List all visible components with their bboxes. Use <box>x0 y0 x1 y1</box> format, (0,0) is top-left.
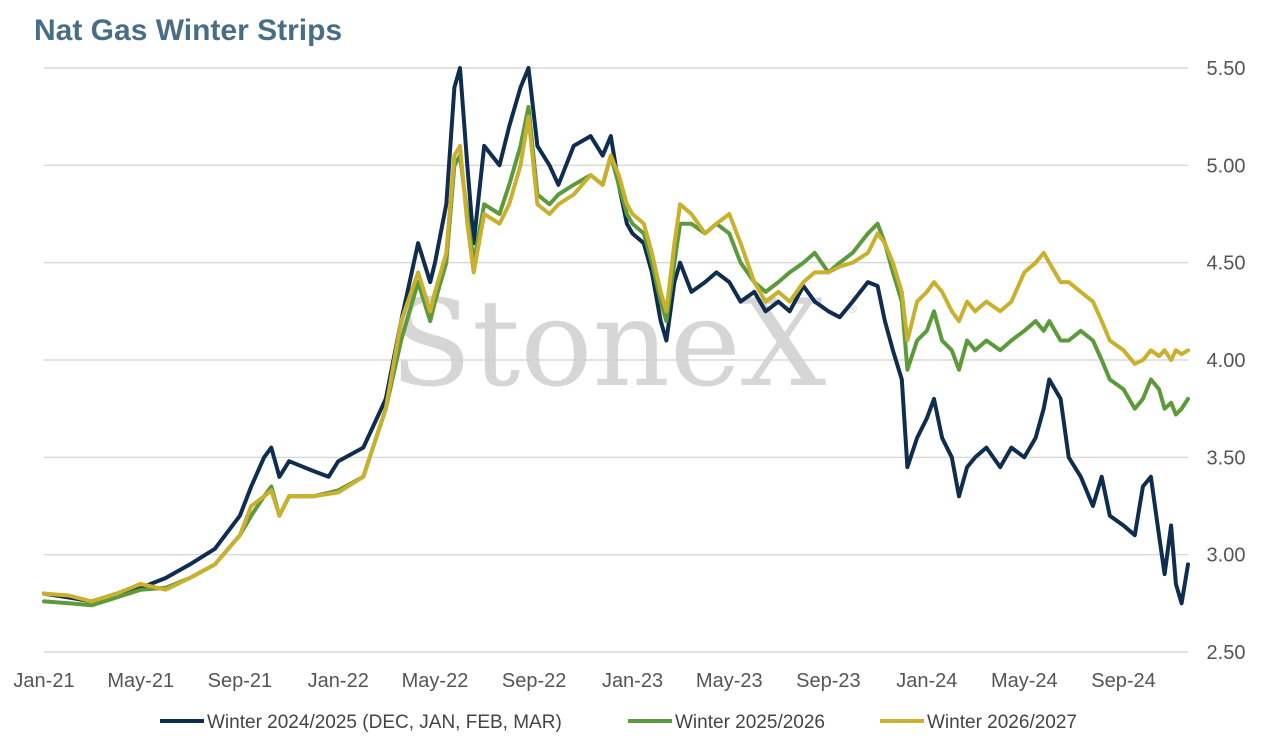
x-tick-label: Sep-24 <box>1091 670 1156 692</box>
x-tick-label: Jan-24 <box>896 670 957 692</box>
x-tick-label: Jan-21 <box>13 670 74 692</box>
watermark-registered-mark: ® <box>848 302 857 316</box>
x-tick-label: Sep-21 <box>208 670 273 692</box>
legend-label: Winter 2024/2025 (DEC, JAN, FEB, MAR) <box>207 712 562 733</box>
series-line-3 <box>42 114 1190 604</box>
legend: Winter 2024/2025 (DEC, JAN, FEB, MAR) Win… <box>160 712 1077 733</box>
legend-label: Winter 2026/2027 <box>927 712 1077 733</box>
y-axis-ticks: 5.50 5.00 4.50 4.00 3.50 3.00 2.50 <box>1207 58 1246 664</box>
y-tick-label: 5.00 <box>1207 155 1246 177</box>
y-tick-label: 4.00 <box>1207 350 1246 372</box>
y-tick-label: 5.50 <box>1207 58 1246 80</box>
x-tick-label: Jan-22 <box>308 670 369 692</box>
y-tick-label: 3.50 <box>1207 447 1246 469</box>
x-tick-label: May-23 <box>696 670 763 692</box>
x-tick-label: Sep-22 <box>502 670 567 692</box>
x-tick-label: Jan-23 <box>602 670 663 692</box>
series-lines <box>42 66 1190 608</box>
y-tick-label: 2.50 <box>1207 642 1246 664</box>
x-tick-label: May-22 <box>402 670 469 692</box>
x-tick-label: May-24 <box>991 670 1058 692</box>
chart-title: Nat Gas Winter Strips <box>34 14 343 47</box>
watermark-logo: StoneX <box>390 275 826 414</box>
x-tick-label: Sep-23 <box>796 670 861 692</box>
y-tick-label: 3.00 <box>1207 545 1246 567</box>
series-line-1 <box>42 66 1190 606</box>
legend-label: Winter 2025/2026 <box>675 712 825 733</box>
x-axis-ticks: Jan-21 May-21 Sep-21 Jan-22 May-22 Sep-22 Jan-… <box>13 670 1155 692</box>
x-tick-label: May-21 <box>107 670 174 692</box>
y-tick-label: 4.50 <box>1207 253 1246 275</box>
